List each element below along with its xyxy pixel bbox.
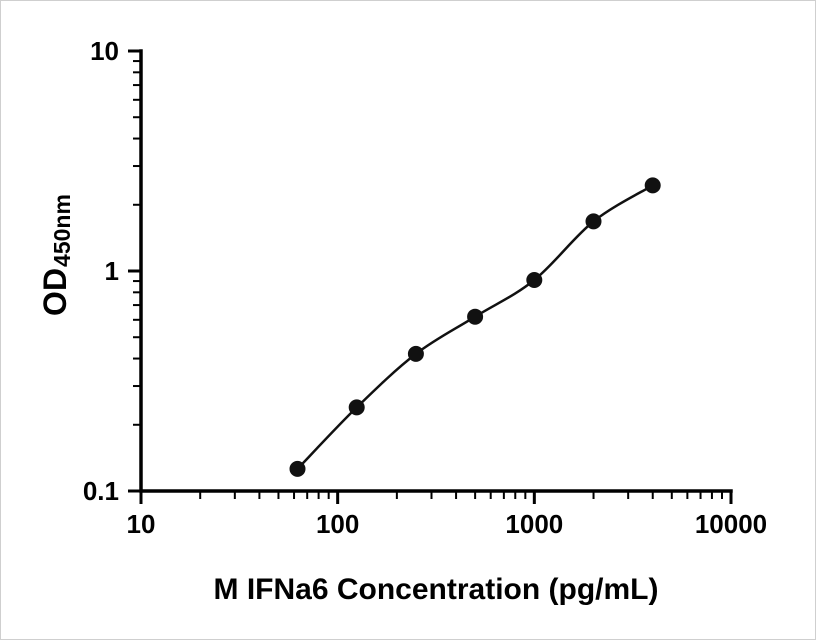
data-point bbox=[526, 272, 543, 288]
fit-curve bbox=[296, 184, 654, 470]
data-point bbox=[407, 345, 424, 362]
y-tick-label: 1 bbox=[105, 256, 119, 286]
x-tick-label: 100 bbox=[316, 509, 359, 539]
axes-lines bbox=[139, 49, 733, 493]
x-tick-label: 10 bbox=[127, 509, 156, 539]
y-tick-label: 0.1 bbox=[83, 476, 119, 506]
data-point bbox=[644, 177, 661, 194]
data-point bbox=[289, 460, 306, 477]
y-axis-title: OD450nm bbox=[35, 1, 76, 525]
data-point bbox=[585, 213, 602, 230]
data-point bbox=[467, 308, 484, 325]
y-tick-label: 10 bbox=[90, 36, 119, 66]
x-tick-label: 10000 bbox=[695, 509, 767, 539]
x-tick-label: 1000 bbox=[505, 509, 563, 539]
data-point bbox=[348, 399, 365, 416]
x-axis-title: M IFNa6 Concentration (pg/mL) bbox=[213, 573, 659, 606]
y-axis-title-subscript: 450nm bbox=[49, 194, 76, 267]
y-axis-title-main: OD bbox=[37, 267, 73, 316]
